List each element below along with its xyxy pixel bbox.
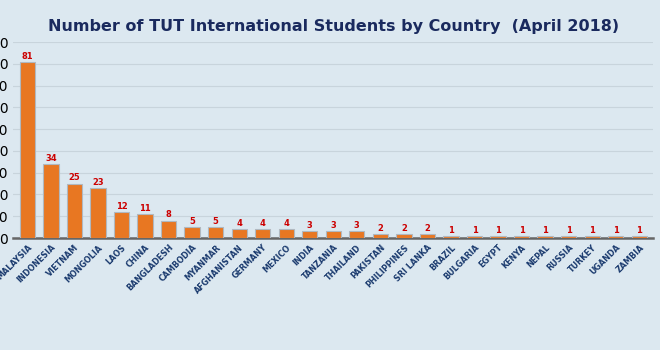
Bar bbox=[396, 234, 412, 238]
Bar bbox=[608, 236, 624, 238]
Bar bbox=[325, 231, 341, 238]
Text: 1: 1 bbox=[472, 226, 477, 235]
Bar bbox=[514, 236, 529, 238]
Bar bbox=[632, 236, 647, 238]
Text: 11: 11 bbox=[139, 204, 151, 213]
Bar bbox=[585, 236, 600, 238]
Text: 2: 2 bbox=[401, 224, 407, 232]
Bar bbox=[90, 188, 106, 238]
Bar bbox=[444, 236, 459, 238]
Text: 1: 1 bbox=[448, 226, 454, 235]
Text: 1: 1 bbox=[566, 226, 572, 235]
Text: 34: 34 bbox=[45, 154, 57, 163]
Text: 1: 1 bbox=[495, 226, 501, 235]
Bar bbox=[232, 229, 247, 238]
Text: 23: 23 bbox=[92, 178, 104, 187]
Text: 5: 5 bbox=[213, 217, 218, 226]
Bar bbox=[490, 236, 506, 238]
Bar bbox=[161, 220, 176, 238]
Text: 2: 2 bbox=[378, 224, 383, 232]
Bar bbox=[20, 62, 35, 238]
Text: 5: 5 bbox=[189, 217, 195, 226]
Bar bbox=[137, 214, 152, 238]
Bar bbox=[302, 231, 317, 238]
Text: 3: 3 bbox=[354, 222, 360, 230]
Text: 1: 1 bbox=[543, 226, 548, 235]
Text: 1: 1 bbox=[612, 226, 618, 235]
Text: 1: 1 bbox=[519, 226, 525, 235]
Bar bbox=[67, 183, 82, 238]
Bar bbox=[114, 212, 129, 238]
Title: Number of TUT International Students by Country  (April 2018): Number of TUT International Students by … bbox=[48, 19, 619, 34]
Bar bbox=[537, 236, 553, 238]
Text: 1: 1 bbox=[589, 226, 595, 235]
Text: 12: 12 bbox=[115, 202, 127, 211]
Text: 4: 4 bbox=[283, 219, 289, 228]
Bar bbox=[561, 236, 576, 238]
Text: 2: 2 bbox=[424, 224, 430, 232]
Bar bbox=[208, 227, 223, 238]
Bar bbox=[373, 234, 388, 238]
Bar bbox=[255, 229, 271, 238]
Text: 3: 3 bbox=[307, 222, 313, 230]
Bar bbox=[279, 229, 294, 238]
Bar bbox=[420, 234, 435, 238]
Bar bbox=[467, 236, 482, 238]
Text: 25: 25 bbox=[69, 174, 81, 182]
Bar bbox=[349, 231, 364, 238]
Text: 81: 81 bbox=[22, 51, 33, 61]
Bar bbox=[43, 164, 59, 238]
Bar bbox=[184, 227, 200, 238]
Text: 1: 1 bbox=[636, 226, 642, 235]
Text: 8: 8 bbox=[166, 210, 172, 219]
Text: 4: 4 bbox=[260, 219, 265, 228]
Text: 3: 3 bbox=[331, 222, 336, 230]
Text: 4: 4 bbox=[236, 219, 242, 228]
